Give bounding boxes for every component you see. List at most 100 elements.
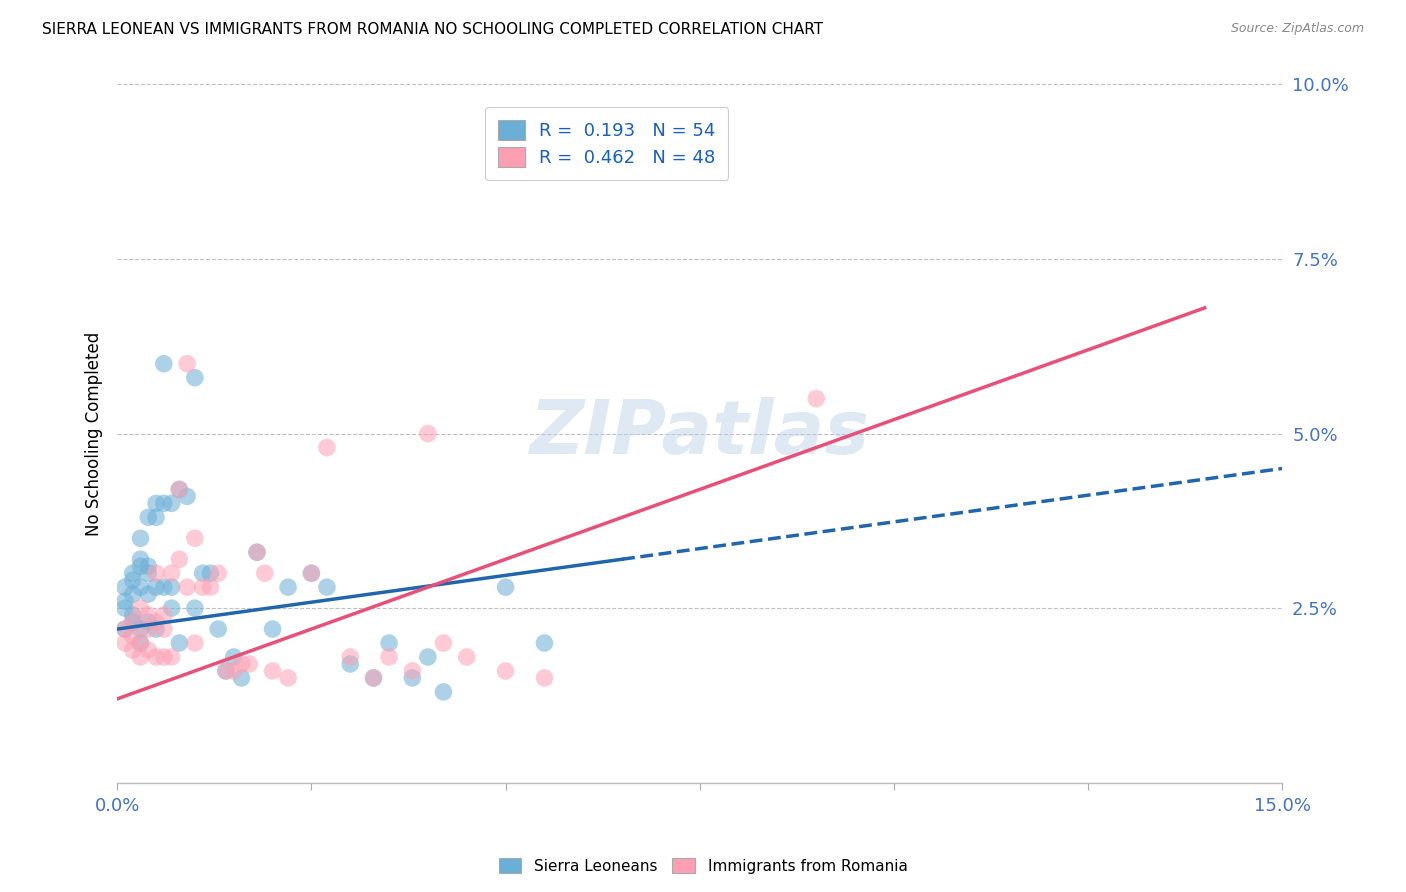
Point bbox=[432, 685, 454, 699]
Point bbox=[533, 636, 555, 650]
Point bbox=[152, 608, 174, 623]
Point bbox=[176, 489, 198, 503]
Point bbox=[129, 650, 152, 665]
Point bbox=[316, 441, 339, 455]
Point bbox=[129, 531, 152, 545]
Legend: Sierra Leoneans, Immigrants from Romania: Sierra Leoneans, Immigrants from Romania bbox=[492, 852, 914, 880]
Point bbox=[145, 566, 167, 581]
Point bbox=[416, 426, 439, 441]
Point bbox=[456, 650, 478, 665]
Point bbox=[169, 636, 191, 650]
Point bbox=[121, 573, 143, 587]
Point bbox=[277, 580, 299, 594]
Point bbox=[136, 510, 159, 524]
Point bbox=[184, 531, 207, 545]
Point bbox=[145, 650, 167, 665]
Point bbox=[152, 357, 174, 371]
Point bbox=[129, 552, 152, 566]
Point bbox=[339, 657, 361, 671]
Point bbox=[160, 650, 183, 665]
Point bbox=[200, 580, 222, 594]
Point bbox=[145, 615, 167, 629]
Point bbox=[246, 545, 269, 559]
Point bbox=[495, 580, 517, 594]
Point bbox=[145, 622, 167, 636]
Point bbox=[363, 671, 385, 685]
Point bbox=[277, 671, 299, 685]
Point bbox=[152, 650, 174, 665]
Point bbox=[200, 566, 222, 581]
Point bbox=[114, 601, 136, 615]
Point bbox=[169, 483, 191, 497]
Point bbox=[238, 657, 260, 671]
Point bbox=[121, 587, 143, 601]
Point bbox=[160, 496, 183, 510]
Point bbox=[246, 545, 269, 559]
Text: Source: ZipAtlas.com: Source: ZipAtlas.com bbox=[1230, 22, 1364, 36]
Point bbox=[136, 622, 159, 636]
Point bbox=[363, 671, 385, 685]
Point bbox=[432, 636, 454, 650]
Point bbox=[262, 622, 284, 636]
Point bbox=[378, 650, 401, 665]
Point bbox=[215, 664, 238, 678]
Point bbox=[114, 594, 136, 608]
Point bbox=[136, 615, 159, 629]
Point bbox=[121, 566, 143, 581]
Point bbox=[136, 643, 159, 657]
Point bbox=[231, 671, 253, 685]
Point bbox=[121, 608, 143, 623]
Point bbox=[222, 650, 245, 665]
Point bbox=[136, 559, 159, 574]
Point bbox=[169, 483, 191, 497]
Point bbox=[160, 566, 183, 581]
Point bbox=[114, 622, 136, 636]
Point bbox=[401, 671, 423, 685]
Point bbox=[215, 664, 238, 678]
Point bbox=[145, 496, 167, 510]
Point bbox=[121, 629, 143, 643]
Point bbox=[253, 566, 276, 581]
Point bbox=[191, 580, 214, 594]
Point bbox=[495, 664, 517, 678]
Point bbox=[316, 580, 339, 594]
Point bbox=[129, 559, 152, 574]
Point bbox=[129, 601, 152, 615]
Point bbox=[129, 636, 152, 650]
Point bbox=[114, 622, 136, 636]
Point bbox=[207, 622, 229, 636]
Point bbox=[114, 636, 136, 650]
Legend: R =  0.193   N = 54, R =  0.462   N = 48: R = 0.193 N = 54, R = 0.462 N = 48 bbox=[485, 107, 728, 179]
Point bbox=[136, 566, 159, 581]
Point bbox=[160, 601, 183, 615]
Point bbox=[129, 622, 152, 636]
Point bbox=[160, 580, 183, 594]
Point bbox=[231, 657, 253, 671]
Point bbox=[114, 580, 136, 594]
Point bbox=[121, 615, 143, 629]
Point bbox=[378, 636, 401, 650]
Point bbox=[299, 566, 322, 581]
Point bbox=[184, 601, 207, 615]
Point bbox=[136, 608, 159, 623]
Point bbox=[339, 650, 361, 665]
Point bbox=[169, 552, 191, 566]
Point bbox=[184, 370, 207, 384]
Point bbox=[145, 510, 167, 524]
Point bbox=[416, 650, 439, 665]
Point bbox=[121, 643, 143, 657]
Point bbox=[262, 664, 284, 678]
Point bbox=[184, 636, 207, 650]
Point bbox=[176, 580, 198, 594]
Point bbox=[176, 357, 198, 371]
Point bbox=[207, 566, 229, 581]
Point bbox=[222, 664, 245, 678]
Text: ZIPatlas: ZIPatlas bbox=[530, 397, 870, 470]
Point bbox=[121, 615, 143, 629]
Point bbox=[152, 496, 174, 510]
Point bbox=[806, 392, 828, 406]
Point bbox=[129, 636, 152, 650]
Point bbox=[145, 580, 167, 594]
Point bbox=[129, 580, 152, 594]
Point bbox=[152, 622, 174, 636]
